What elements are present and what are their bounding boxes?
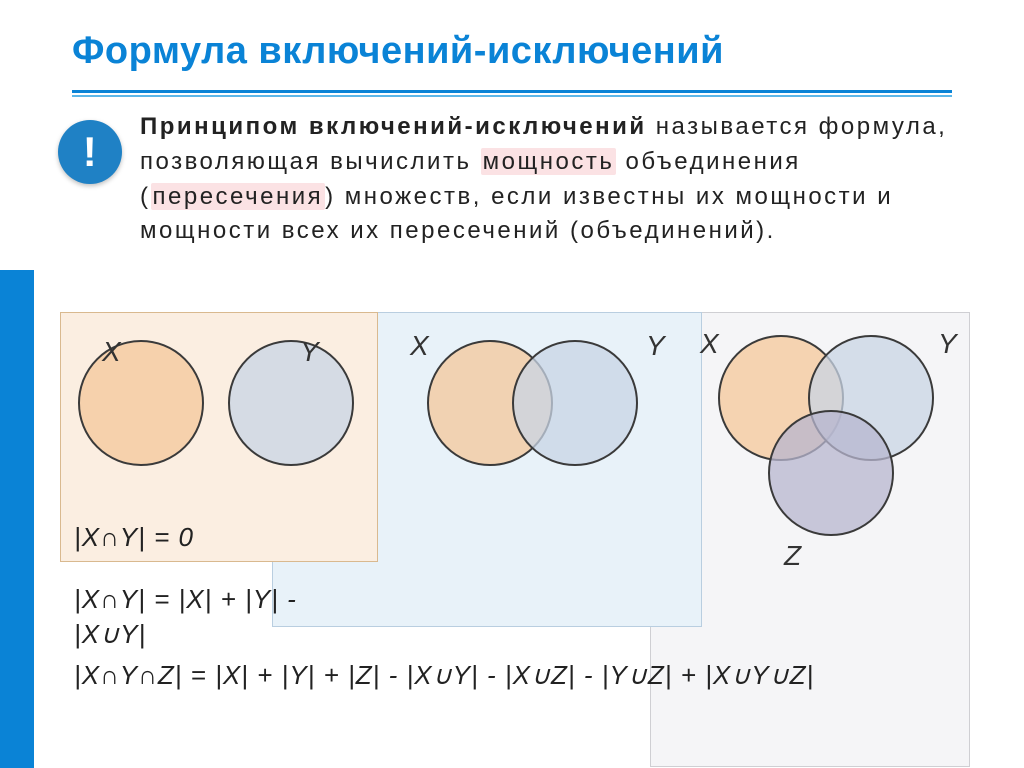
- exclamation-icon: !: [83, 131, 98, 173]
- page-title: Формула включений-исключений: [72, 30, 724, 73]
- venn1-label-x: X: [102, 336, 121, 368]
- venn2-circle-y: [513, 341, 637, 465]
- left-sidebar-accent: [0, 270, 34, 768]
- title-rule: [72, 90, 952, 97]
- hr-bottom: [72, 95, 952, 97]
- venn1-circle-y: [229, 341, 353, 465]
- venn3-label-z: Z: [784, 540, 802, 572]
- hr-top: [72, 90, 952, 93]
- formula-two-sets: |X∩Y| = |X| + |Y| - |X∪Y|: [74, 582, 354, 652]
- venn3-label-x: X: [700, 328, 719, 360]
- venn1-label-y: Y: [300, 336, 319, 368]
- venn1-circle-x: [79, 341, 203, 465]
- formula-disjoint: |X∩Y| = 0: [74, 520, 194, 555]
- info-badge: !: [58, 120, 122, 184]
- slide: Формула включений-исключений ! Принципом…: [0, 0, 1024, 768]
- formula-three-sets: |X∩Y∩Z| = |X| + |Y| + |Z| - |X∪Y| - |X∪Z…: [74, 658, 954, 693]
- venn2-label-y: Y: [646, 330, 665, 362]
- definition-lead: Принципом включений-исключений: [140, 113, 647, 140]
- venn2-label-x: X: [410, 330, 429, 362]
- venn3-label-y: Y: [938, 328, 957, 360]
- definition-hl1: мощность: [481, 148, 617, 175]
- venn3-circle-z: [769, 411, 893, 535]
- definition-hl2: пересечения: [151, 183, 326, 210]
- definition-text: Принципом включений-исключений называетс…: [140, 110, 960, 249]
